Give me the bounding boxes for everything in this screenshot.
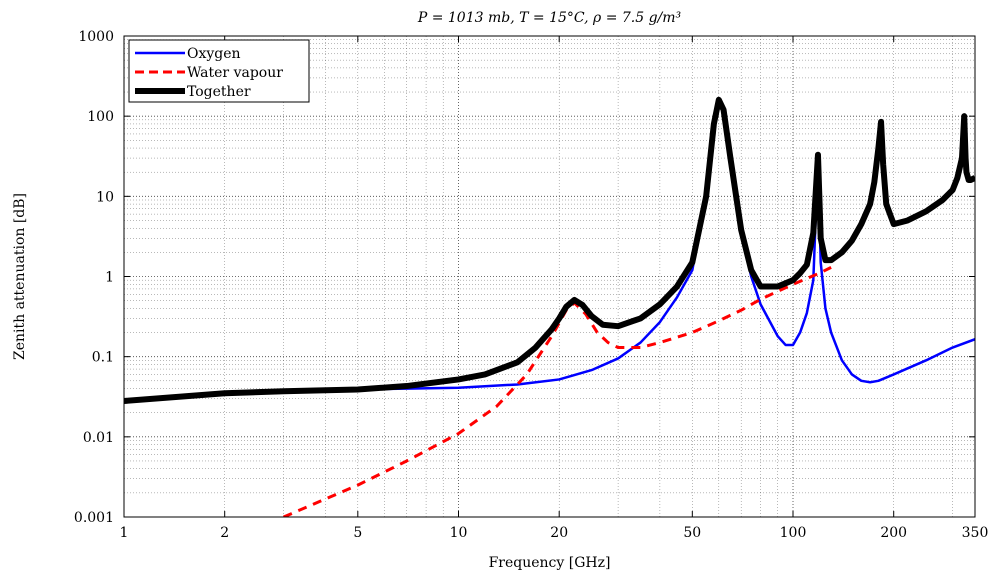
x-tick-label: 20: [550, 525, 568, 541]
series-line-oxygen: [124, 100, 975, 403]
legend: Oxygen Water vapour Together: [128, 39, 310, 103]
y-axis-label: Zenith attenuation [dB]: [12, 193, 28, 360]
grid-lines: [124, 36, 975, 517]
y-tick-label: 1000: [78, 29, 114, 45]
y-tick-label: 100: [87, 109, 114, 125]
y-tick-label: 0.001: [74, 510, 114, 526]
tick-marks: [123, 35, 976, 518]
series-line-together: [124, 96, 975, 404]
legend-label-water-vapour: Water vapour: [187, 65, 283, 81]
x-tick-label: 10: [450, 525, 468, 541]
series-line-water-vapour: [283, 266, 832, 517]
y-tick-label: 0.1: [92, 350, 114, 366]
y-tick-label: 1: [105, 270, 114, 286]
x-tick-label: 1: [120, 525, 129, 541]
x-tick-label: 200: [880, 525, 907, 541]
x-tick-label: 50: [683, 525, 701, 541]
x-tick-label: 2: [220, 525, 229, 541]
x-tick-label: 5: [353, 525, 362, 541]
x-tick-label: 100: [780, 525, 807, 541]
y-tick-label: 10: [96, 189, 114, 205]
x-tick-label: 350: [962, 525, 989, 541]
y-tick-label: 0.01: [83, 430, 114, 446]
x-axis-label: Frequency [GHz]: [489, 555, 611, 571]
series-group: [124, 96, 975, 517]
chart-title: P = 1013 mb, T = 15°C, ρ = 7.5 g/m³: [417, 10, 682, 26]
legend-label-oxygen: Oxygen: [187, 46, 241, 62]
legend-label-together: Together: [187, 84, 251, 100]
